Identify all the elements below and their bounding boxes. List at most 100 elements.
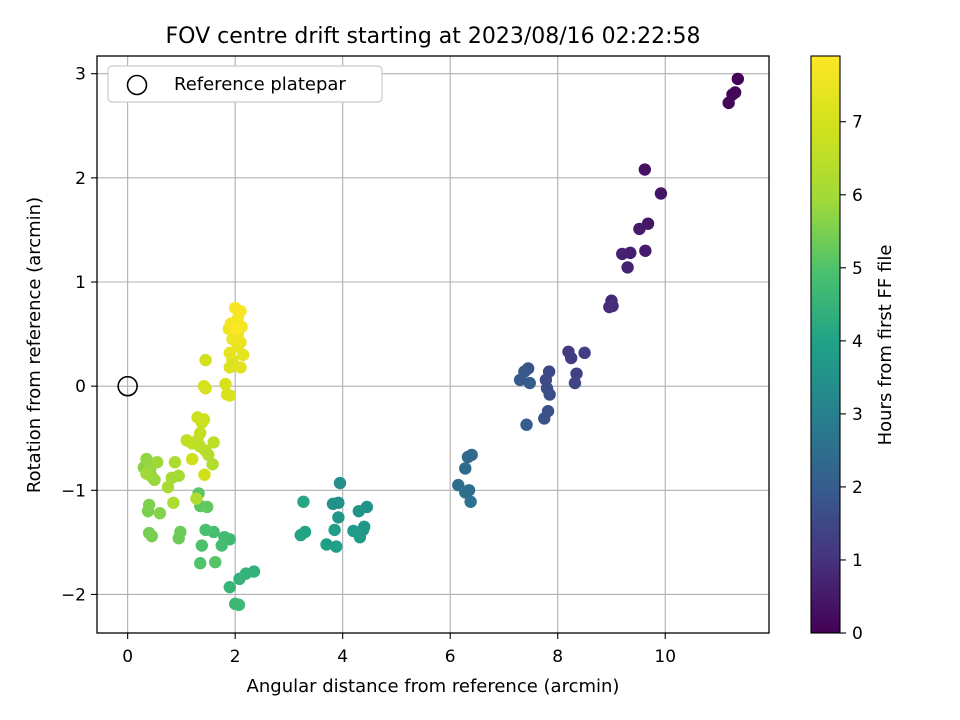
- data-point: [633, 222, 646, 236]
- data-point: [180, 434, 193, 447]
- data-point: [639, 244, 652, 257]
- data-point: [654, 187, 668, 200]
- legend-box: [107, 65, 383, 103]
- x-tick-label: 4: [337, 647, 348, 667]
- y-axis-label: Rotation from reference (arcmin): [24, 197, 45, 493]
- data-point: [543, 388, 556, 401]
- data-point: [161, 480, 175, 494]
- y-tick-label: −2: [61, 585, 86, 605]
- colorbar-tick-label: 5: [852, 259, 863, 279]
- y-tick-label: 0: [75, 377, 86, 397]
- colorbar-ticks: 0 1 2 3 4 5 6 7: [840, 113, 863, 644]
- x-axis-label: Angular distance from reference (arcmin): [247, 676, 620, 697]
- data-point: [194, 557, 207, 570]
- x-axis-ticks: 0 2 4 6 8 10: [122, 633, 676, 667]
- data-point: [513, 373, 527, 387]
- data-point: [223, 389, 236, 402]
- y-tick-label: 1: [75, 273, 86, 293]
- data-point: [140, 452, 153, 466]
- legend-entry-label: Reference platepar: [174, 74, 346, 95]
- data-point: [153, 507, 167, 520]
- colorbar-label: Hours from first FF file: [875, 245, 896, 446]
- data-point: [142, 498, 156, 512]
- colorbar-tick-label: 0: [852, 624, 863, 644]
- colorbar-tick-label: 1: [852, 551, 863, 571]
- data-point: [167, 496, 180, 510]
- data-point: [616, 247, 629, 261]
- data-point: [297, 495, 310, 508]
- data-point: [197, 413, 211, 426]
- data-point: [564, 351, 578, 365]
- data-point: [190, 492, 203, 505]
- colorbar-tick-label: 3: [852, 405, 863, 425]
- colorbar-gradient: [810, 55, 841, 634]
- data-point: [209, 555, 222, 569]
- data-point: [172, 469, 185, 482]
- data-point: [638, 163, 652, 176]
- data-point: [459, 486, 472, 499]
- data-point: [194, 426, 207, 440]
- plot-frame: [96, 55, 770, 634]
- colorbar-tick-label: 4: [852, 332, 863, 352]
- data-point: [234, 304, 247, 318]
- x-tick-label: 2: [230, 647, 241, 667]
- colorbar-tick-label: 6: [852, 186, 863, 206]
- data-point: [234, 361, 247, 374]
- data-point: [520, 418, 533, 431]
- data-point: [326, 497, 340, 511]
- x-tick-label: 0: [122, 647, 133, 667]
- data-point: [199, 382, 212, 395]
- y-tick-label: −1: [61, 481, 86, 501]
- y-axis-ticks: −2 −1 0 1 2 3: [61, 65, 97, 605]
- y-tick-label: 3: [75, 65, 86, 85]
- data-point: [207, 436, 220, 449]
- reference-platepar-marker: [117, 375, 138, 397]
- data-point: [606, 299, 619, 313]
- chart-title: FOV centre drift starting at 2023/08/16 …: [166, 24, 701, 49]
- legend: Reference platepar: [107, 65, 383, 103]
- x-tick-label: 6: [445, 647, 456, 667]
- colorbar: 0 1 2 3 4 5 6 7 Hours from first FF file: [810, 55, 896, 644]
- data-point: [461, 450, 475, 464]
- legend-reference-marker-icon: [126, 74, 148, 96]
- data-point: [352, 504, 366, 518]
- data-point: [459, 462, 472, 475]
- data-point: [185, 452, 199, 466]
- data-point: [199, 353, 212, 367]
- data-point: [464, 495, 477, 508]
- colorbar-tick-label: 2: [852, 478, 863, 498]
- data-point: [328, 523, 341, 537]
- data-point: [356, 523, 370, 537]
- data-point: [195, 539, 209, 552]
- data-point: [333, 476, 347, 490]
- data-point: [538, 412, 551, 425]
- data-point: [199, 523, 212, 537]
- data-point: [172, 532, 185, 545]
- data-point: [320, 538, 333, 551]
- data-point: [621, 261, 634, 274]
- data-point: [294, 528, 307, 542]
- x-tick-label: 10: [654, 647, 676, 667]
- data-point: [722, 96, 735, 110]
- scatter-points: [137, 72, 745, 612]
- data-point: [201, 500, 214, 514]
- data-point: [168, 455, 182, 469]
- x-tick-label: 8: [552, 647, 563, 667]
- data-point: [219, 377, 232, 391]
- data-point: [570, 367, 583, 380]
- data-point: [330, 540, 343, 553]
- data-point: [206, 458, 219, 471]
- data-point: [578, 346, 591, 360]
- colorbar-tick-label: 7: [852, 113, 863, 133]
- data-point: [230, 322, 243, 336]
- data-point: [233, 572, 246, 586]
- data-point: [215, 539, 228, 552]
- data-point: [198, 468, 211, 481]
- data-point: [332, 511, 345, 524]
- data-point: [568, 376, 582, 390]
- data-point: [731, 72, 745, 86]
- data-point: [232, 598, 246, 612]
- data-point: [145, 529, 159, 543]
- data-point: [151, 455, 164, 469]
